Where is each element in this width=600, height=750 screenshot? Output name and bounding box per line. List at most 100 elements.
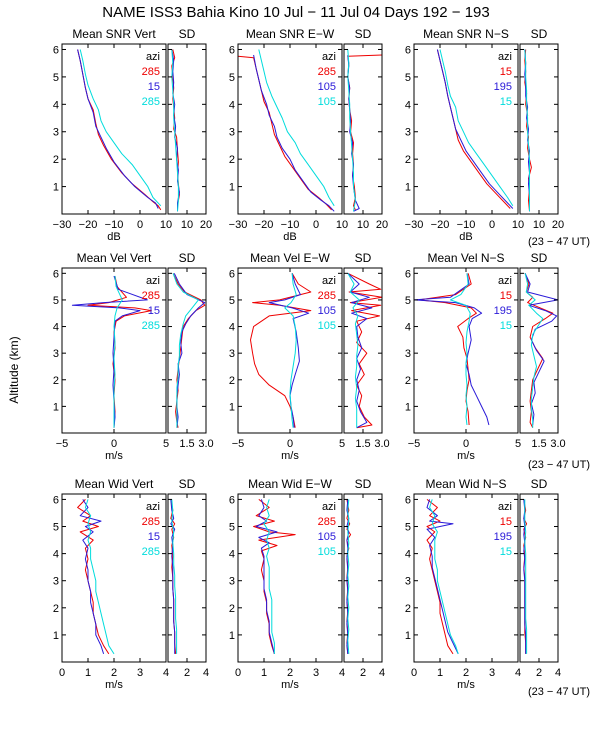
figure-title: NAME ISS3 Bahia Kino 10 Jul − 11 Jul 04 … xyxy=(102,4,489,21)
x-tick-label: −5 xyxy=(408,438,421,450)
panel-vel-ew-sd: 1.5 3.0 SD xyxy=(343,251,390,450)
y-tick-label: 4 xyxy=(229,99,235,111)
panel-title: Mean SNR N−S xyxy=(423,27,509,41)
y-tick-label: 6 xyxy=(405,494,411,506)
x-tick-label: 4 xyxy=(555,667,561,679)
legend-header: azi xyxy=(146,51,160,63)
x-tick-label: 1.5 xyxy=(355,438,370,450)
x-tick-label: −10 xyxy=(457,219,476,231)
y-tick-label: 3 xyxy=(405,348,411,360)
panel-snr-ew-sd: 10 20 SD xyxy=(343,27,388,231)
x-tick-label: 10 xyxy=(533,219,545,231)
x-tick-label: 3.0 xyxy=(374,438,389,450)
legend-entry-red: 285 xyxy=(318,516,336,528)
y-tick-label: 3 xyxy=(53,127,59,139)
x-tick-label: −10 xyxy=(105,219,124,231)
x-tick-label: 1 xyxy=(85,667,91,679)
series-group xyxy=(346,499,352,654)
series-line-blue xyxy=(426,499,459,655)
panel-wid-ew: 1 2 3 4 5 6 0 1 2 3 4 Mean Wid E−W m/s azi 285 105 105 xyxy=(229,477,345,691)
series-group xyxy=(347,272,382,429)
y-tick-label: 1 xyxy=(405,401,411,413)
y-tick-label: 1 xyxy=(229,630,235,642)
panel-vel-ew: 1 2 3 4 5 6 −5 0 5 Mean Vel E−W m/s azi 285 105 105 xyxy=(229,251,345,462)
series-line-blue xyxy=(414,273,490,426)
panel-title: Mean Wid Vert xyxy=(75,477,154,491)
y-tick-label: 3 xyxy=(229,348,235,360)
x-tick-label: −10 xyxy=(281,219,300,231)
legend-entry-red: 285 xyxy=(142,66,160,78)
panel-wid-vert: 1 2 3 4 5 6 0 1 2 3 4 Mean Wid Vert m/s azi 285 15 285 xyxy=(53,477,169,691)
series-line-red xyxy=(524,273,554,428)
series-group xyxy=(347,49,382,212)
legend-header: azi xyxy=(498,501,512,513)
y-tick-label: 1 xyxy=(229,182,235,194)
y-tick-label: 3 xyxy=(229,576,235,588)
panel-wid-ns: 1 2 3 4 5 6 0 1 2 3 4 Mean Wid N−S m/s azi 15 195 15 xyxy=(405,477,521,691)
series-line-cyan xyxy=(429,499,459,655)
time-label-row-3: (23 − 47 UT) xyxy=(528,686,590,698)
y-tick-label: 1 xyxy=(405,182,411,194)
x-tick-label: 0 xyxy=(59,667,65,679)
legend-entry-cyan: 105 xyxy=(318,96,336,108)
panel-title: Mean Vel Vert xyxy=(77,251,152,265)
legend-entry-cyan: 285 xyxy=(142,320,160,332)
x-axis-label: m/s xyxy=(105,450,123,462)
x-tick-label: 2 xyxy=(111,667,117,679)
panel-title: Mean Vel N−S xyxy=(427,251,504,265)
series-line-cyan xyxy=(113,275,123,428)
y-tick-label: 2 xyxy=(53,375,59,387)
y-tick-label: 6 xyxy=(405,268,411,280)
panel-snr-ns: 1 2 3 4 5 6 −30 −20 −10 0 10 Mean SNR N−S dB azi 15 195… xyxy=(405,27,524,243)
series-line-cyan xyxy=(258,49,335,207)
x-tick-label: 1.5 xyxy=(179,438,194,450)
x-tick-label: 2 xyxy=(287,667,293,679)
y-tick-label: 1 xyxy=(405,630,411,642)
series-line-blue xyxy=(436,49,514,209)
x-axis-label: dB xyxy=(283,231,296,243)
y-tick-label: 2 xyxy=(405,154,411,166)
x-tick-label: 4 xyxy=(203,667,209,679)
series-group xyxy=(77,499,115,655)
y-tick-label: 5 xyxy=(405,522,411,534)
series-line-red xyxy=(238,55,332,211)
series-line-cyan xyxy=(263,499,275,654)
panel-wid-vert-sd: 2 4 SD xyxy=(167,477,209,679)
series-group xyxy=(524,273,558,428)
panel-title: SD xyxy=(531,27,548,41)
panel-snr-vert: 1 2 3 4 5 6 −30 −20 −10 0 10 Mean SNR Vert dB azi 285 1… xyxy=(53,27,172,243)
y-tick-label: 2 xyxy=(229,603,235,615)
series-line-cyan xyxy=(171,499,178,654)
panel-vel-ns-sd: 1.5 3.0 SD xyxy=(519,251,566,450)
panel-title: Mean SNR E−W xyxy=(246,27,335,41)
x-tick-label: 4 xyxy=(379,667,385,679)
series-group xyxy=(238,49,335,212)
x-tick-label: 0 xyxy=(235,667,241,679)
series-group xyxy=(436,49,514,209)
legend-entry-cyan: 15 xyxy=(500,546,512,558)
x-tick-label: 4 xyxy=(339,667,345,679)
x-axis-label: m/s xyxy=(281,450,299,462)
x-tick-label: −30 xyxy=(405,219,424,231)
series-line-red xyxy=(347,272,382,429)
legend-entry-red: 285 xyxy=(142,516,160,528)
legend-entry-red: 15 xyxy=(500,290,512,302)
legend-entry-cyan: 15 xyxy=(500,96,512,108)
series-line-red xyxy=(418,273,477,426)
series-line-cyan xyxy=(284,273,297,428)
legend-entry-cyan: 105 xyxy=(318,320,336,332)
x-tick-label: 0 xyxy=(111,438,117,450)
x-tick-label: −20 xyxy=(79,219,98,231)
x-tick-label: 2 xyxy=(536,667,542,679)
x-tick-label: 0 xyxy=(463,438,469,450)
panel-vel-ns: 1 2 3 4 5 6 −5 0 5 Mean Vel N−S m/s azi 15 195 15 xyxy=(405,251,521,462)
y-tick-label: 5 xyxy=(405,72,411,84)
legend-entry-red: 285 xyxy=(318,66,336,78)
series-line-cyan xyxy=(524,49,530,212)
legend-entry-cyan: 15 xyxy=(500,320,512,332)
x-tick-label: 0 xyxy=(411,667,417,679)
x-tick-label: 0 xyxy=(137,219,143,231)
legend-entry-cyan: 105 xyxy=(318,546,336,558)
y-tick-label: 5 xyxy=(229,522,235,534)
